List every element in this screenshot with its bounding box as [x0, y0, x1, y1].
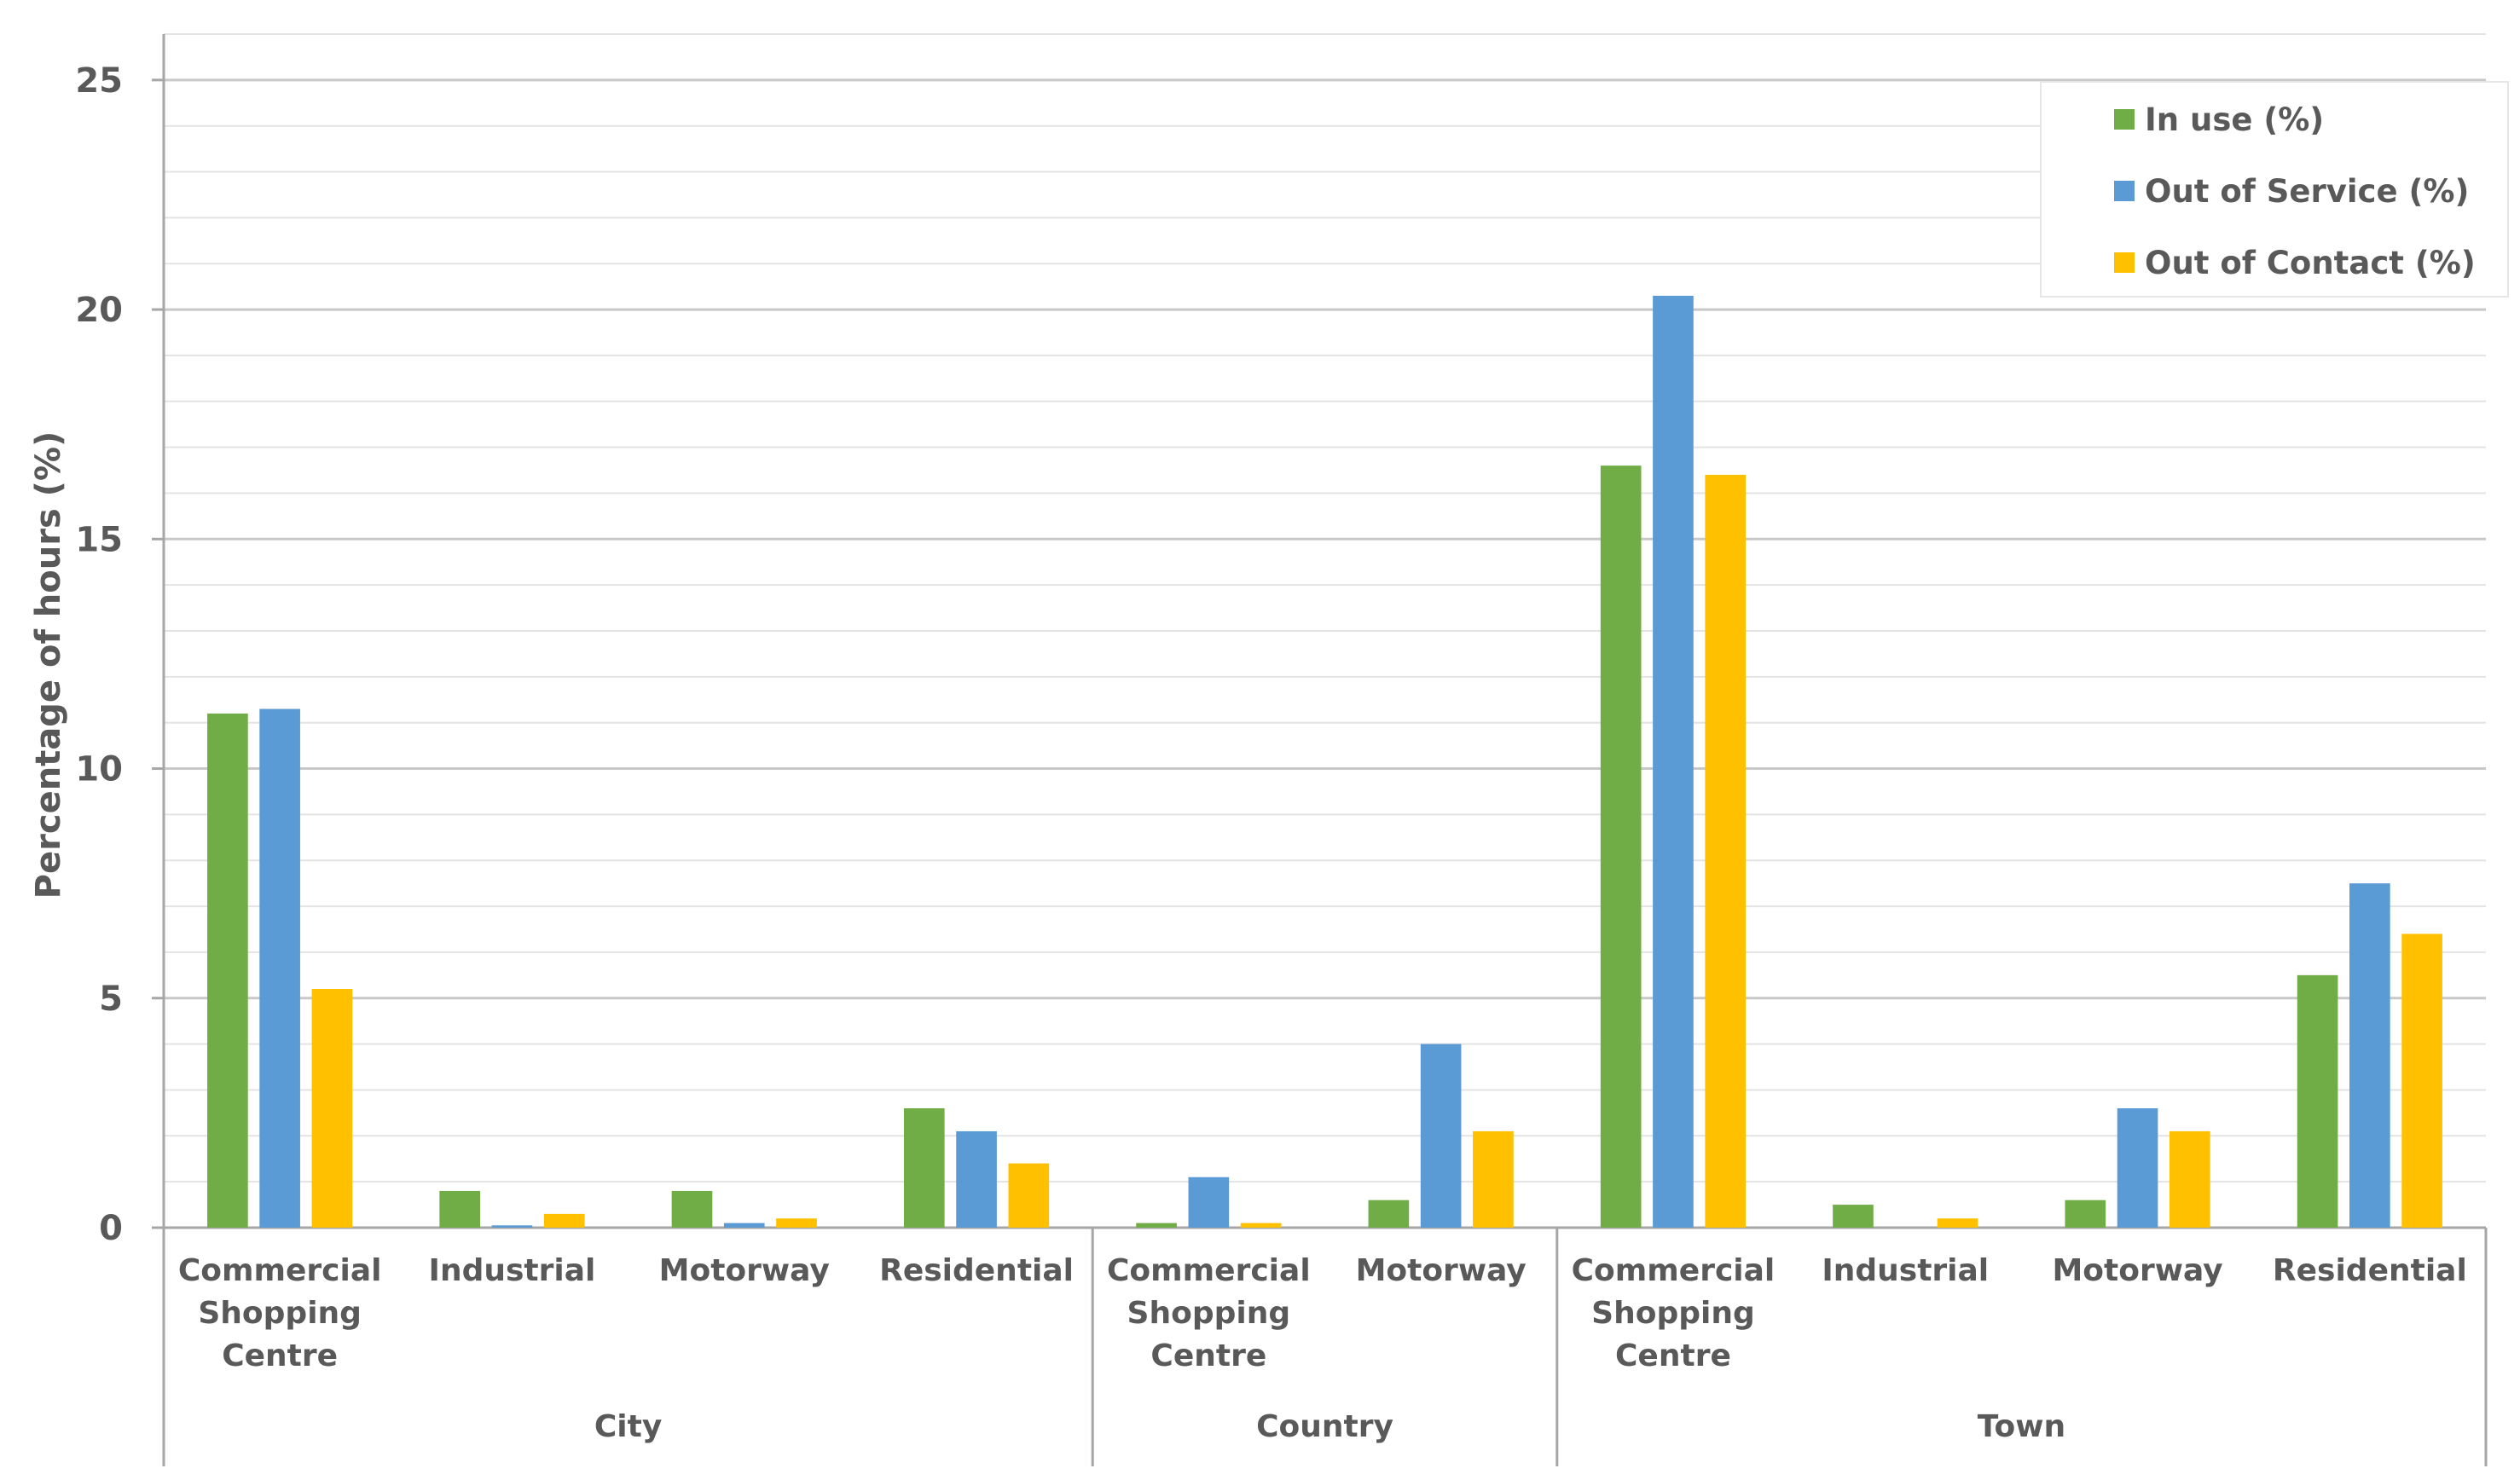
x-category-label: Industrial [1822, 1253, 1989, 1288]
bar [2169, 1130, 2210, 1228]
x-group-label: Town [1978, 1409, 2065, 1444]
bar [2065, 1200, 2106, 1228]
legend-label: Out of Service (%) [2145, 173, 2469, 210]
bar [723, 1223, 765, 1228]
x-category-label: Motorway [1356, 1253, 1526, 1288]
bar [2297, 974, 2338, 1228]
bar [2117, 1108, 2158, 1228]
x-category-label: Motorway [2052, 1253, 2222, 1288]
bar [1136, 1223, 1177, 1228]
bar [1188, 1176, 1230, 1228]
bar [543, 1213, 585, 1228]
bar [1833, 1205, 1874, 1228]
bar [439, 1190, 481, 1228]
bar [2401, 934, 2442, 1228]
y-tick-label: 5 [99, 980, 123, 1019]
x-group-label: Country [1256, 1409, 1393, 1444]
bar [956, 1130, 997, 1228]
x-category-label: Residential [2273, 1253, 2467, 1288]
bar [259, 708, 300, 1228]
x-category-label: Commercial Shopping Centre [1572, 1253, 1776, 1373]
x-category-label: Residential [879, 1253, 1074, 1288]
bar [491, 1225, 533, 1228]
legend-swatch [2114, 181, 2135, 201]
bar [1008, 1163, 1050, 1228]
x-group-label: City [594, 1409, 662, 1444]
y-tick-label: 0 [99, 1209, 123, 1248]
bar [1600, 465, 1642, 1228]
y-tick-label: 25 [75, 61, 123, 101]
x-category-label: Motorway [659, 1253, 830, 1288]
bar [1473, 1130, 1514, 1228]
legend-swatch [2114, 252, 2135, 273]
bar [776, 1218, 817, 1228]
legend-label: Out of Contact (%) [2145, 245, 2476, 281]
bar [2349, 883, 2390, 1228]
x-category-label: Commercial Shopping Centre [178, 1253, 382, 1373]
bar [311, 989, 353, 1228]
bar [1653, 295, 1694, 1228]
bar [1705, 474, 1747, 1228]
bar [1240, 1223, 1282, 1228]
bar [671, 1190, 713, 1228]
bar [1937, 1218, 1978, 1228]
bar [903, 1108, 945, 1228]
legend-label: In use (%) [2145, 101, 2324, 138]
bar [207, 713, 248, 1228]
legend-swatch [2114, 109, 2135, 130]
y-tick-label: 15 [75, 520, 123, 559]
bar [1420, 1044, 1462, 1228]
y-axis-title: Percentage of hours (%) [29, 431, 68, 899]
x-category-label: Industrial [429, 1253, 596, 1288]
x-category-label: Commercial Shopping Centre [1107, 1253, 1311, 1373]
y-tick-label: 20 [75, 291, 123, 330]
bar [1368, 1200, 1410, 1228]
y-tick-label: 10 [75, 750, 123, 789]
